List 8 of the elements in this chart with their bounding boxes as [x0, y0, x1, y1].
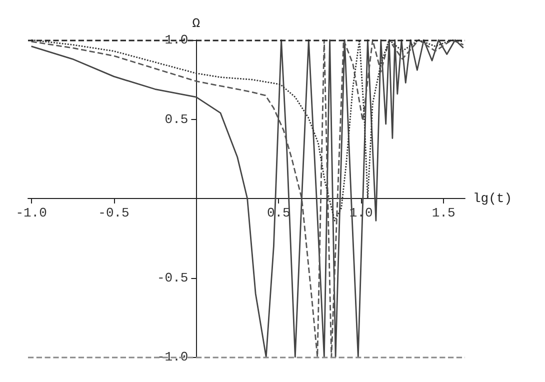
y-tick-label: 0.5 — [164, 112, 188, 127]
x-tick-label: 1.5 — [432, 206, 456, 220]
y-axis-title: Ω — [192, 16, 200, 31]
x-tick-label: -0.5 — [98, 206, 130, 220]
x-axis-title: lg(t) — [473, 191, 512, 206]
y-tick-label: -1.0 — [156, 350, 188, 364]
y-tick-label: -0.5 — [156, 270, 188, 286]
x-tick-label: -1.0 — [16, 206, 47, 220]
